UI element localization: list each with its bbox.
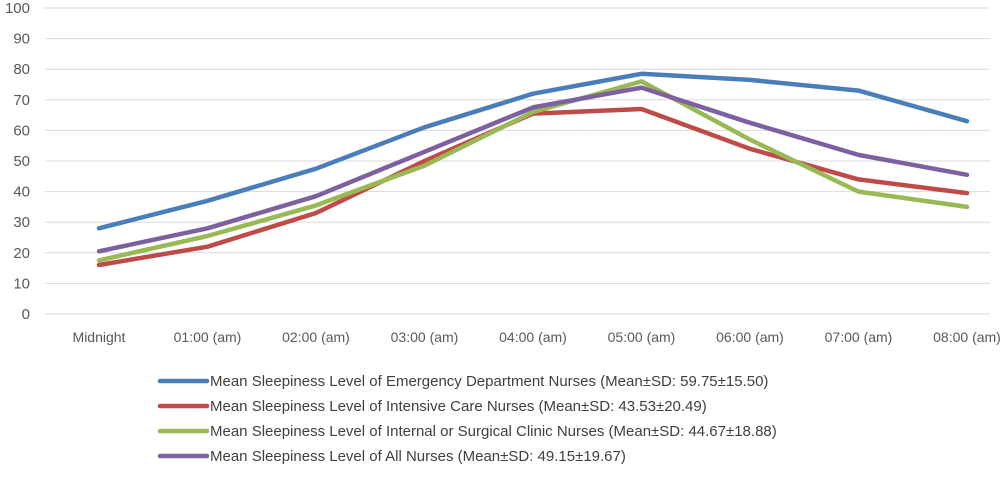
x-tick-label: 01:00 (am)	[174, 329, 242, 345]
y-axis-ticks: 0 10 20 30 40 50 60 70 80 90 100	[5, 0, 30, 323]
legend-item: Mean Sleepiness Level of Intensive Care …	[160, 398, 707, 415]
x-tick-label: 06:00 (am)	[716, 329, 784, 345]
x-tick-label: 02:00 (am)	[282, 329, 350, 345]
y-tick-label: 100	[5, 0, 30, 17]
y-tick-label: 30	[13, 214, 30, 231]
y-tick-label: 80	[13, 61, 30, 78]
x-tick-label: Midnight	[73, 329, 126, 345]
y-tick-label: 0	[22, 306, 30, 323]
y-tick-label: 20	[13, 245, 30, 262]
y-tick-label: 50	[13, 153, 30, 170]
legend: Mean Sleepiness Level of Emergency Depar…	[160, 373, 777, 465]
y-tick-label: 70	[13, 92, 30, 109]
x-tick-label: 08:00 (am)	[933, 329, 1000, 345]
series-line-1	[99, 74, 967, 229]
legend-label: Mean Sleepiness Level of Intensive Care …	[210, 398, 707, 415]
y-tick-label: 40	[13, 184, 30, 201]
y-tick-label: 60	[13, 122, 30, 139]
x-axis-ticks: Midnight 01:00 (am) 02:00 (am) 03:00 (am) 04…	[73, 329, 1000, 345]
series-lines	[99, 74, 967, 265]
legend-item: Mean Sleepiness Level of All Nurses (Mea…	[160, 448, 626, 465]
gridlines	[45, 8, 990, 314]
legend-item: Mean Sleepiness Level of Internal or Sur…	[160, 423, 777, 440]
y-tick-label: 90	[13, 31, 30, 48]
x-tick-label: 04:00 (am)	[499, 329, 567, 345]
legend-item: Mean Sleepiness Level of Emergency Depar…	[160, 373, 768, 390]
y-tick-label: 10	[13, 275, 30, 292]
x-tick-label: 07:00 (am)	[825, 329, 893, 345]
x-tick-label: 05:00 (am)	[608, 329, 676, 345]
legend-label: Mean Sleepiness Level of Emergency Depar…	[210, 373, 768, 390]
x-tick-label: 03:00 (am)	[391, 329, 459, 345]
legend-label: Mean Sleepiness Level of All Nurses (Mea…	[210, 448, 626, 465]
series-line-2	[99, 109, 967, 265]
legend-label: Mean Sleepiness Level of Internal or Sur…	[210, 423, 777, 440]
